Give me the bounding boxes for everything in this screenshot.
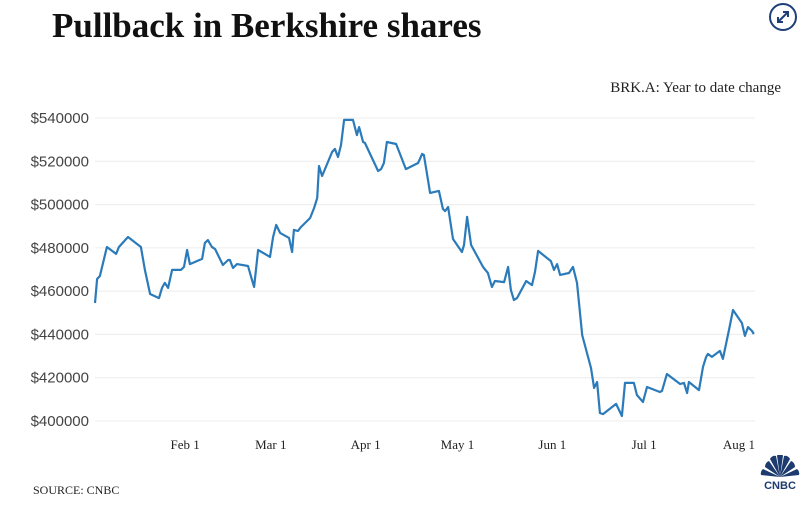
x-tick-label: May 1 [441,437,475,452]
expand-arrows-icon[interactable] [769,3,797,31]
y-tick-label: $500000 [31,197,89,214]
cnbc-logo: CNBC [755,454,805,496]
y-tick-label: $480000 [31,240,89,257]
chart-title: Pullback in Berkshire shares [52,6,482,45]
x-tick-label: Aug 1 [723,437,755,452]
x-tick-label: Jun 1 [538,437,566,452]
chart-subtitle: BRK.A: Year to date change [610,80,781,96]
source-note: SOURCE: CNBC [33,483,120,497]
series-line-brk-a [93,118,755,418]
y-tick-label: $420000 [31,370,89,387]
y-tick-label: $520000 [31,153,89,170]
x-tick-label: Apr 1 [351,437,381,452]
y-tick-label: $540000 [31,110,89,127]
y-tick-label: $400000 [31,413,89,430]
svg-text:CNBC: CNBC [764,480,796,491]
x-tick-label: Mar 1 [255,437,286,452]
y-tick-label: $460000 [31,283,89,300]
x-tick-label: Feb 1 [171,437,200,452]
y-tick-label: $440000 [31,326,89,343]
x-tick-label: Jul 1 [632,437,657,452]
